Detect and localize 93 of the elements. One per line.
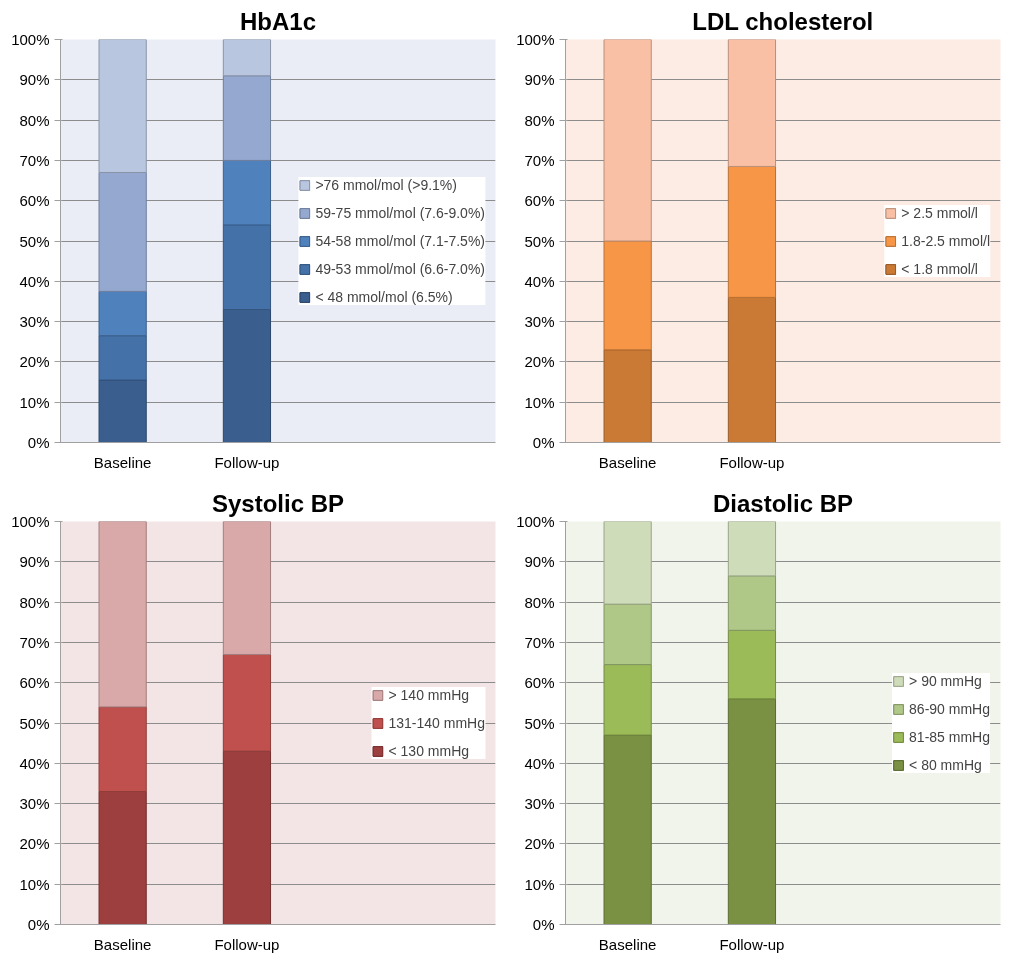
legend-label: 131-140 mmHg [388,714,485,731]
bar [98,379,147,443]
chart-title: LDL cholesterol [692,7,874,35]
y-tick-label: 80% [19,593,50,611]
legend-label: 86-90 mmHg [909,700,990,717]
bar [727,575,777,631]
y-tick-label: 70% [524,151,555,169]
y-tick-label: 10% [524,393,555,411]
bar [727,521,777,577]
legend-label: 59-75 mmol/mol (7.6-9.0%) [315,204,485,221]
y-tick-label: 100% [516,31,555,48]
x-tick-label: Follow-up [719,453,785,471]
y-tick-label: 30% [19,795,50,813]
y-tick-label: 100% [11,513,50,530]
y-tick-label: 60% [19,674,50,692]
bar [603,521,652,605]
x-tick-label: Follow-up [719,935,785,953]
y-tick-label: 70% [19,633,50,651]
y-tick-label: 0% [27,434,50,451]
y-tick-label: 100% [11,31,50,48]
x-tick-label: Follow-up [214,453,280,471]
legend-label: > 90 mmHg [909,672,982,689]
chart-title: Diastolic BP [712,489,854,517]
y-tick-label: 20% [524,353,555,371]
bar [98,171,147,292]
x-tick-label: Baseline [598,935,657,953]
bar [222,75,272,161]
bar [222,159,272,226]
bar [98,39,147,173]
bar [727,39,777,167]
bar [222,521,272,655]
chart-title: Systolic BP [211,489,345,517]
chart-title: HbA1c [239,7,317,35]
y-tick-label: 10% [524,875,555,893]
y-tick-label: 30% [19,313,50,331]
y-tick-label: 80% [524,593,555,611]
bar [603,349,652,443]
y-tick-label: 20% [524,835,555,853]
y-tick-label: 10% [19,393,50,411]
legend-label: > 140 mmHg [388,686,470,703]
y-tick-label: 90% [19,71,50,89]
y-tick-label: 80% [524,111,555,129]
y-tick-label: 90% [19,553,50,571]
y-tick-label: 40% [524,272,555,290]
bar [222,39,272,77]
y-tick-label: 90% [524,71,555,89]
legend-label: 81-85 mmHg [909,728,990,745]
y-tick-label: 60% [524,674,555,692]
y-tick-label: 0% [27,916,50,933]
x-tick-label: Baseline [93,453,152,471]
bar [222,309,272,443]
y-tick-label: 40% [19,754,50,772]
bar [98,521,147,708]
x-tick-label: Follow-up [214,935,280,953]
y-tick-label: 0% [532,916,555,933]
x-tick-label: Baseline [598,453,657,471]
y-tick-label: 50% [524,232,555,250]
y-tick-label: 80% [19,111,50,129]
y-tick-label: 100% [516,513,555,530]
legend-label: > 2.5 mmol/l [901,204,978,221]
legend-label: < 130 mmHg [388,742,470,759]
y-tick-label: 10% [19,875,50,893]
y-tick-label: 60% [19,192,50,210]
legend-label: >76 mmol/mol (>9.1%) [315,176,457,193]
y-tick-label: 0% [532,434,555,451]
y-tick-label: 90% [524,553,555,571]
legend-label: 1.8-2.5 mmol/l [901,232,990,249]
y-tick-label: 50% [19,232,50,250]
legend-label: < 48 mmol/mol (6.5%) [315,288,453,305]
bar [727,165,777,298]
legend-label: 49-53 mmol/mol (6.6-7.0%) [315,260,485,277]
y-tick-label: 20% [19,835,50,853]
y-tick-label: 40% [524,754,555,772]
bar [727,296,777,443]
bar [222,224,272,311]
y-tick-label: 50% [524,714,555,732]
bar [603,240,652,351]
legend-label: < 1.8 mmol/l [901,260,978,277]
y-tick-label: 20% [19,353,50,371]
y-tick-label: 50% [19,714,50,732]
y-tick-label: 70% [19,151,50,169]
bar [98,335,147,381]
y-tick-label: 70% [524,633,555,651]
legend-label: 54-58 mmol/mol (7.1-7.5%) [315,232,485,249]
y-tick-label: 30% [524,313,555,331]
bar [603,39,652,242]
y-tick-label: 60% [524,192,555,210]
y-tick-label: 40% [19,272,50,290]
legend-label: < 80 mmHg [909,756,982,773]
bar [603,603,652,666]
y-tick-label: 30% [524,795,555,813]
x-tick-label: Baseline [93,935,152,953]
bar [98,290,147,337]
